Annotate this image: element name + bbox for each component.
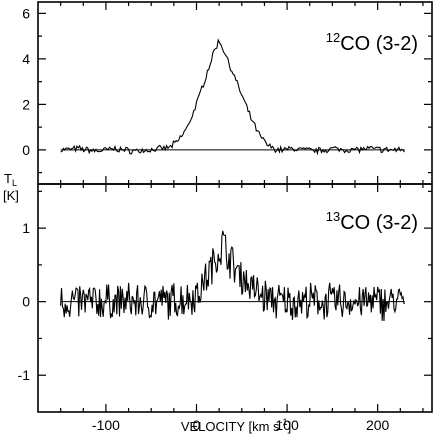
panel-label: 12CO (3-2) <box>326 30 418 55</box>
y-axis-title-unit: [K] <box>3 188 19 203</box>
y-tick-label: 0 <box>22 142 30 158</box>
x-tick-label: 0 <box>193 417 201 433</box>
y-tick-label: 2 <box>22 96 30 112</box>
y-tick-label: -1 <box>18 367 31 383</box>
panel-frame <box>37 1 433 185</box>
y-tick-label: 6 <box>22 5 30 21</box>
spectrum-trace <box>60 230 405 322</box>
y-axis-title-symbol: TL <box>4 171 17 188</box>
x-tick-label: 100 <box>275 417 299 433</box>
bottom-panel-13co: -100 0 100 200 -1 0 1 13CO (3-2) <box>18 183 433 433</box>
x-axis-title: VELOCITY [km s-1] <box>181 417 291 434</box>
y-tick-label: 4 <box>22 51 30 67</box>
y-tick-label: 1 <box>22 220 30 236</box>
panel-frame <box>37 183 433 413</box>
x-tick-label: -100 <box>92 417 120 433</box>
y-tick-label: 0 <box>22 294 30 310</box>
panel-label: 13CO (3-2) <box>326 209 418 234</box>
spectrum-trace <box>60 38 405 156</box>
x-tick-label: 200 <box>366 417 390 433</box>
top-panel-12co: 0 2 4 6 12CO (3-2) <box>22 1 433 185</box>
